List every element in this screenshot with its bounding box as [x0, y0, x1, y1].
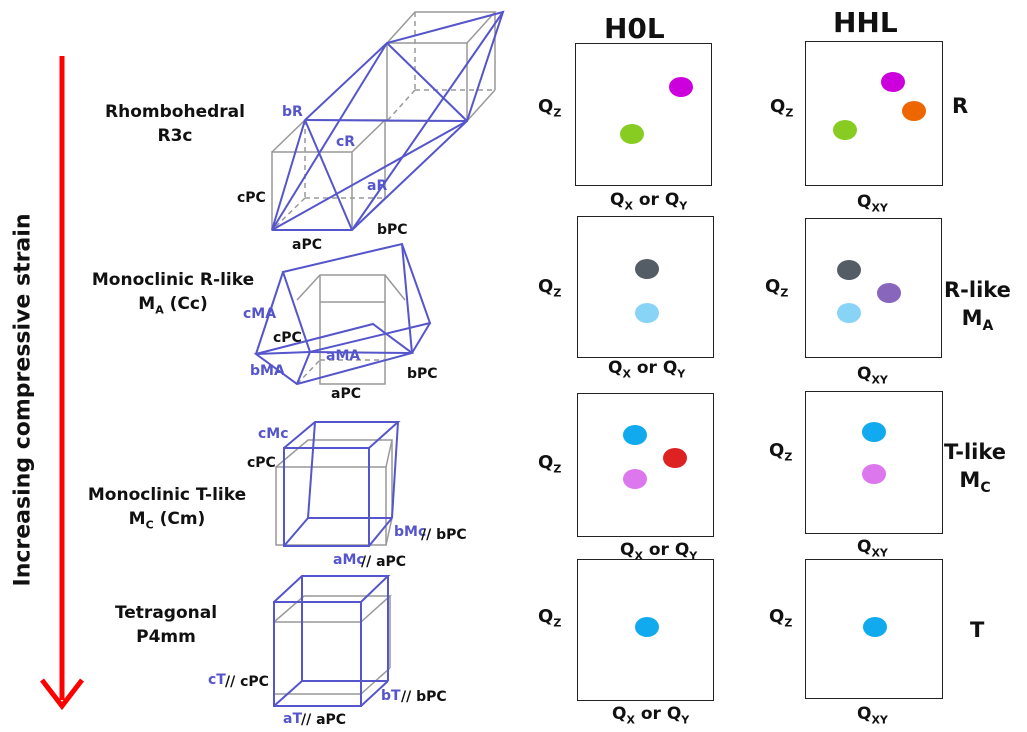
h0l-map-rhombo	[575, 43, 712, 186]
mc-pc-cube	[275, 439, 393, 546]
reflection-spot	[635, 617, 659, 637]
h0l-map-ma	[577, 216, 714, 358]
label-cPC: cPC	[237, 190, 266, 206]
label-cPC-mc: cPC	[247, 455, 276, 471]
label-aR: aR	[367, 178, 388, 194]
qz-label: QZ	[538, 96, 562, 120]
qx-qy-label: QX or QY	[608, 358, 686, 381]
phase-name-mc: Monoclinic T-like MC (Cm)	[87, 485, 247, 532]
phase-name-rhombohedral: Rhombohedral R3c	[105, 102, 245, 146]
label-aPC-mc: // aPC	[361, 554, 407, 570]
header-h0l: H0L	[604, 12, 665, 45]
label-bPC-ma: bPC	[407, 366, 438, 382]
qz-label: QZ	[770, 96, 794, 120]
reflection-spot	[837, 260, 861, 280]
reflection-spot	[623, 469, 647, 489]
reflection-spot	[669, 77, 693, 97]
label-aPC-ma: aPC	[331, 386, 361, 402]
phase-tag-R: R	[952, 94, 969, 118]
qz-label: QZ	[538, 606, 562, 630]
label-bT: bT	[381, 688, 401, 704]
reflection-spot	[862, 422, 886, 442]
hhl-map-ma	[805, 218, 942, 358]
phase-name-tetragonal: Tetragonal P4mm	[114, 603, 218, 647]
rhombo-cell	[271, 10, 505, 231]
reflection-spot	[663, 448, 687, 468]
qxy-label: QXY	[857, 704, 888, 727]
phase-tag-T: T	[970, 618, 985, 642]
reflection-spot	[833, 120, 857, 140]
h0l-map-mc	[577, 393, 714, 537]
tet-cell	[273, 575, 391, 707]
qz-label: QZ	[769, 606, 793, 630]
label-cT: cT	[208, 672, 226, 688]
label-aPC: aPC	[292, 237, 322, 253]
label-cPC-tet: // cPC	[225, 674, 269, 690]
reflection-spot	[620, 124, 644, 144]
qz-label: QZ	[538, 452, 562, 476]
mc-cell	[283, 421, 401, 547]
label-cPC-ma: cPC	[273, 330, 302, 346]
label-aMc: aMc	[333, 552, 365, 568]
label-bPC-tet: // bPC	[401, 689, 447, 705]
reflection-spot	[623, 425, 647, 445]
label-aT: aT	[283, 711, 302, 727]
qx-qy-label: QX or QY	[610, 190, 688, 213]
phase-name-ma: Monoclinic R-like MA (Cc)	[91, 270, 255, 317]
h0l-map-tet	[577, 559, 714, 701]
label-bR: bR	[282, 104, 303, 120]
label-cMA: cMA	[243, 306, 277, 322]
qx-qy-label: QX or QY	[620, 540, 698, 563]
header-hhl: HHL	[833, 6, 898, 39]
label-bPC: bPC	[377, 222, 408, 238]
hhl-map-tet	[805, 559, 943, 699]
qx-qy-label: QX or QY	[612, 704, 690, 727]
reflection-spot	[863, 617, 887, 637]
reflection-spot	[862, 464, 886, 484]
reflection-spot	[902, 101, 926, 121]
qz-label: QZ	[769, 440, 793, 464]
qz-label: QZ	[765, 276, 789, 300]
label-bMA: bMA	[250, 363, 285, 379]
qxy-label: QXY	[857, 192, 888, 215]
tet-pc-cube	[273, 595, 392, 695]
qxy-label: QXY	[857, 364, 888, 387]
hhl-map-rhombo	[805, 41, 943, 186]
label-aPC-tet: // aPC	[301, 712, 347, 728]
hhl-map-mc	[805, 391, 943, 534]
reflection-spot	[635, 259, 659, 279]
phase-tag-mc: T-like MC	[944, 440, 1006, 497]
phase-tag-ma: R-like MA	[944, 278, 1011, 335]
label-cMc: cMc	[258, 426, 289, 442]
label-bPC-mc: // bPC	[421, 527, 467, 543]
qxy-label: QXY	[857, 537, 888, 560]
ma-pc-cube	[296, 274, 406, 385]
reflection-spot	[635, 303, 659, 323]
ma-cell	[253, 242, 432, 386]
reflection-spot	[877, 283, 901, 303]
reflection-spot	[837, 303, 861, 323]
qz-label: QZ	[538, 276, 562, 300]
label-cR: cR	[336, 134, 356, 150]
label-bMc: bMc	[394, 524, 427, 540]
label-aMA: aMA	[326, 348, 361, 364]
reflection-spot	[881, 72, 905, 92]
